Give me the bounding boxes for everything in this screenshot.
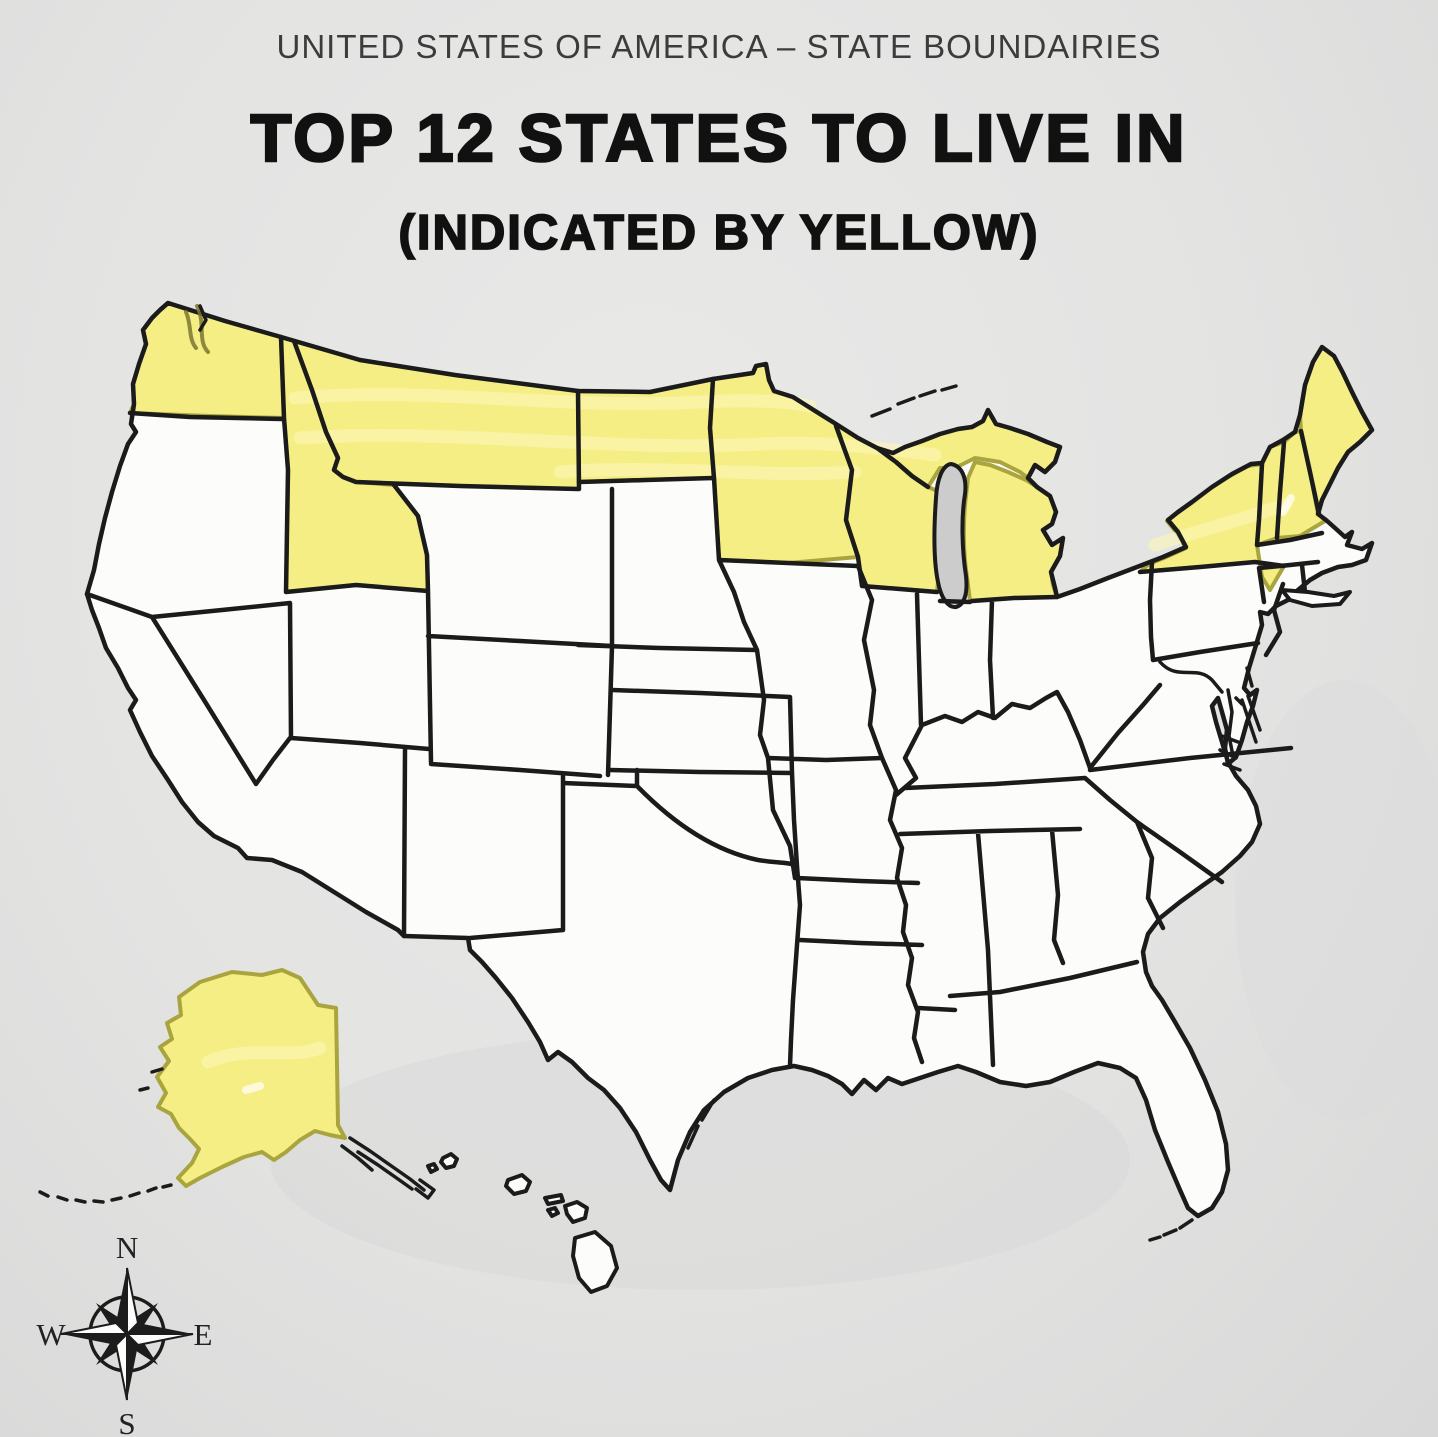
page-subtitle: (INDICATED BY YELLOW) (398, 205, 1040, 261)
state-michigan-lower-peninsula (961, 460, 1065, 603)
streak-alaska (201, 1041, 327, 1069)
gulf-shade (270, 1030, 1130, 1290)
alaska-white-dab (242, 1082, 264, 1094)
compass-point-east (124, 1323, 194, 1347)
island-molokai (543, 1193, 565, 1206)
alaska-extras (38, 1067, 436, 1204)
streak-1 (288, 388, 817, 413)
aleutian-islands (38, 1067, 173, 1204)
state-borders-south (794, 423, 1294, 1068)
island-kauai (439, 1152, 459, 1170)
state-borders-plains (467, 376, 885, 1069)
hawaii-islands (426, 1152, 619, 1294)
highlighter-streaks (201, 388, 1295, 1094)
alaska-panhandle-islands (340, 1136, 436, 1200)
sea-shading (270, 680, 1438, 1290)
streak-2 (293, 429, 942, 462)
compass-label-west: W (36, 1317, 66, 1352)
compass-point-south (114, 1331, 138, 1401)
compass-point-north (116, 1267, 140, 1337)
puget-sound-inlets (184, 304, 210, 354)
island-niihau (426, 1162, 439, 1174)
island-maui (563, 1200, 589, 1224)
island-lanai (546, 1206, 560, 1218)
puget-sound-ink (198, 304, 208, 332)
texas-barrier-islands (686, 1098, 716, 1150)
canada-shore-dashes (870, 384, 958, 418)
compass-point-west (60, 1321, 130, 1345)
map-super-title: UNITED STATES OF AMERICA – STATE BOUNDAI… (276, 28, 1162, 65)
streak-4 (1148, 498, 1292, 552)
state-borders-northeast (1137, 428, 1325, 663)
compass-label-south: S (118, 1406, 135, 1437)
highlighted-states (128, 301, 1374, 1188)
island-oahu (504, 1173, 532, 1196)
page-title: TOP 12 STATES TO LIVE IN (249, 100, 1188, 178)
state-alaska (155, 968, 347, 1188)
compass-label-east: E (194, 1317, 213, 1352)
state-borders-west (84, 334, 615, 939)
island-hawaii-big-island (571, 1230, 619, 1294)
lake-michigan (932, 461, 969, 610)
compass-cardinal-points (60, 1267, 194, 1401)
chesapeake-scribbles (1158, 660, 1262, 772)
compass-label-north: N (116, 1230, 138, 1265)
florida-keys (1148, 1218, 1194, 1242)
compass-rose: N E S W (36, 1230, 212, 1437)
newengland-white-dab (1279, 494, 1295, 516)
puget-sound-detail (184, 304, 210, 354)
long-island (1280, 588, 1352, 608)
streak-3 (553, 462, 862, 481)
atlantic-shade (1235, 680, 1438, 1120)
